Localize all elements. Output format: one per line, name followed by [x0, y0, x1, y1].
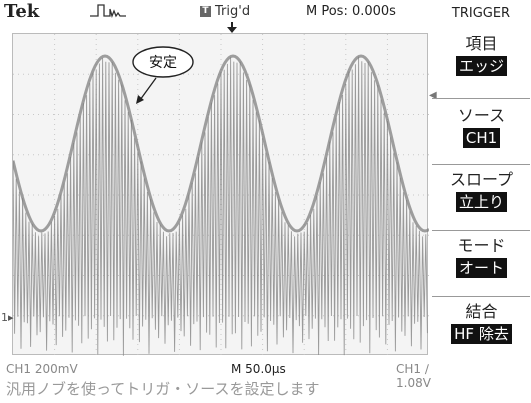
trigger-menu: TRIGGER 項目 エッジ ソース CH1 スロープ 立上り モード オート …	[431, 0, 531, 360]
top-status-bar: Tek T Trig'd M Pos: 0.000s	[0, 0, 426, 22]
waveform-display[interactable]: 安定	[12, 33, 429, 356]
menu-item-type-value: エッジ	[455, 56, 507, 76]
menu-divider	[432, 296, 530, 297]
trigger-level-readout: CH1 ∕ 1.08V	[396, 362, 431, 390]
brand-logo: Tek	[4, 1, 40, 22]
annotation-callout: 安定	[132, 46, 194, 104]
menu-item-slope-label: スロープ	[449, 170, 514, 189]
channel-scale: CH1 200mV	[6, 362, 78, 376]
trigger-t-icon: T	[200, 6, 211, 17]
menu-item-source[interactable]: ソース CH1	[434, 106, 529, 148]
annotation-text: 安定	[149, 55, 177, 71]
signal-trace	[13, 56, 428, 356]
channel1-ground-marker: 1▸	[1, 311, 14, 324]
menu-item-coupling-label: 結合	[465, 302, 498, 321]
menu-item-mode[interactable]: モード オート	[434, 236, 529, 278]
menu-divider	[432, 98, 530, 99]
menu-item-slope[interactable]: スロープ 立上り	[434, 170, 529, 212]
acquisition-pulse-icon	[88, 2, 128, 22]
trigger-position-arrow-icon	[226, 22, 238, 37]
menu-divider	[432, 164, 530, 165]
menu-item-mode-value: オート	[455, 258, 507, 278]
menu-divider	[432, 230, 530, 231]
menu-item-slope-value: 立上り	[455, 192, 507, 212]
menu-item-coupling-value: HF 除去	[451, 324, 512, 344]
menu-item-type-label: 項目	[465, 34, 498, 53]
help-message: 汎用ノブを使ってトリガ・ソースを設定します	[6, 380, 320, 398]
menu-item-source-value: CH1	[462, 128, 501, 148]
menu-item-source-label: ソース	[457, 106, 506, 125]
waveform-svg: 安定	[13, 34, 429, 356]
horizontal-position: M Pos: 0.000s	[306, 4, 396, 19]
trigger-level-marker-icon: ◀	[429, 90, 437, 101]
trigger-status-text: Trig'd	[215, 4, 251, 19]
menu-item-mode-label: モード	[457, 236, 506, 255]
status-line: CH1 200mV M 50.0µs CH1 ∕ 1.08V	[6, 362, 431, 390]
signal-envelope	[13, 54, 429, 233]
menu-item-coupling[interactable]: 結合 HF 除去	[434, 302, 529, 344]
trigger-status: T Trig'd	[200, 4, 250, 19]
menu-title: TRIGGER	[451, 6, 511, 21]
timebase: M 50.0µs	[231, 362, 286, 376]
menu-item-type[interactable]: 項目 エッジ	[434, 34, 529, 76]
